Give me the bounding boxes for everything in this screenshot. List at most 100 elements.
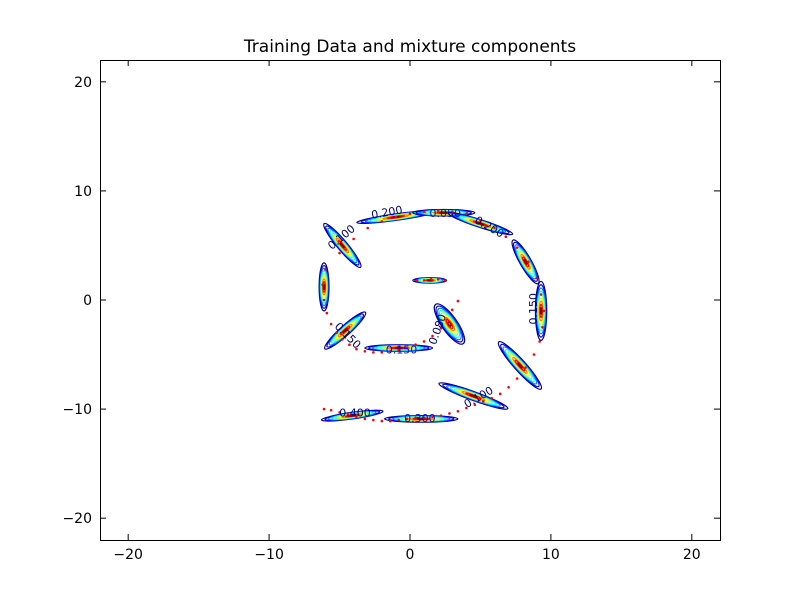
data-point-a-1 <box>329 408 333 412</box>
data-point-b-2 <box>325 311 329 315</box>
data-point-a-42 <box>380 220 384 223</box>
data-point-a-21 <box>498 392 502 396</box>
data-point-a-36 <box>465 212 468 216</box>
data-point-b-4 <box>335 331 339 335</box>
contour-level-7 <box>539 303 543 319</box>
contour-level-8 <box>416 417 426 421</box>
data-point-b-10 <box>380 351 384 354</box>
data-point-b-6 <box>348 343 351 347</box>
contour-level-8 <box>348 414 357 417</box>
plot-frame <box>100 60 721 541</box>
data-point-b-9 <box>372 351 375 354</box>
contour-level-8 <box>468 393 478 399</box>
component-9 <box>384 415 459 423</box>
contour-label-4: 0.150 <box>527 293 540 325</box>
component-5 <box>511 239 540 285</box>
contour-level-6 <box>520 253 531 270</box>
contour-level-3 <box>438 309 461 339</box>
contour-level-5 <box>509 354 531 377</box>
data-point-c-3 <box>436 277 440 281</box>
data-point-a-13 <box>431 415 434 419</box>
data-point-a-46 <box>324 268 327 271</box>
contour-level-8 <box>476 221 485 226</box>
data-point-b-20 <box>456 299 460 303</box>
data-point-b-8 <box>363 349 367 353</box>
data-point-c-1 <box>422 279 426 282</box>
data-point-a-29 <box>539 293 543 296</box>
data-point-b-7 <box>355 347 358 351</box>
data-point-a-17 <box>465 406 468 410</box>
x-tick-label-2: 0 <box>406 547 415 563</box>
data-point-a-27 <box>541 325 544 329</box>
contour-level-5 <box>518 251 533 273</box>
data-point-a-41 <box>394 215 398 219</box>
data-points <box>321 209 546 423</box>
data-point-b-1 <box>322 298 326 302</box>
data-point-a-34 <box>493 226 496 230</box>
data-point-a-8 <box>388 419 392 423</box>
contour-level-3 <box>504 348 535 382</box>
data-point-a-30 <box>535 276 539 280</box>
data-point-b-14 <box>414 343 417 347</box>
contour-level-7 <box>514 359 526 372</box>
contour-level-0 <box>433 303 466 345</box>
data-point-b-5 <box>341 337 344 341</box>
contour-level-7 <box>521 256 530 268</box>
data-point-a-15 <box>448 412 451 415</box>
contour-level-2 <box>536 287 547 335</box>
data-point-a-11 <box>414 416 417 420</box>
x-tick-label-4: 20 <box>683 547 701 563</box>
x-tick-label-3: 10 <box>542 547 560 563</box>
component-3 <box>412 208 476 217</box>
data-point-b-18 <box>445 318 448 321</box>
component-8 <box>438 382 509 410</box>
y-tick-label-1: −10 <box>62 402 92 418</box>
data-point-c-4 <box>443 279 447 282</box>
x-tick-label-1: −10 <box>254 547 284 563</box>
data-point-b-17 <box>439 327 443 330</box>
data-point-a-4 <box>355 415 358 419</box>
data-point-a-18 <box>473 403 477 407</box>
contour-level-8 <box>523 258 528 265</box>
data-point-b-3 <box>329 322 333 326</box>
data-point-a-10 <box>405 417 409 421</box>
contour-level-1 <box>535 284 547 338</box>
contour-level-1 <box>435 305 464 343</box>
data-point-a-35 <box>479 219 482 222</box>
data-point-a-25 <box>532 353 536 356</box>
data-point-c-0 <box>415 279 419 282</box>
data-point-a-0 <box>322 407 326 411</box>
data-point-a-16 <box>456 409 460 413</box>
x-tick-label-0: −20 <box>113 547 143 563</box>
data-point-a-5 <box>363 417 367 421</box>
contour-level-8 <box>539 307 543 315</box>
contour-label-9: 0.150 <box>386 343 418 356</box>
contour-label-7: 0.400 <box>339 407 371 420</box>
data-point-a-45 <box>338 251 341 255</box>
contour-level-8 <box>339 242 346 249</box>
data-point-a-32 <box>515 246 519 249</box>
contour-level-4 <box>507 351 533 380</box>
axis-ticks: −20 −10 0 10 20 −20 −10 0 10 20 <box>62 60 720 563</box>
component-1 <box>323 222 362 269</box>
mixture-components <box>318 208 548 423</box>
data-point-a-14 <box>439 414 443 417</box>
y-tick-label-3: 10 <box>74 184 92 200</box>
data-point-a-31 <box>527 260 530 264</box>
data-point-a-12 <box>422 416 426 420</box>
contour-level-0 <box>534 280 548 341</box>
contour-level-6 <box>443 316 456 332</box>
data-point-b-19 <box>450 308 454 312</box>
data-point-b-15 <box>422 340 426 343</box>
contour-level-8 <box>322 283 326 291</box>
data-point-a-44 <box>352 237 355 241</box>
contour-level-0 <box>497 341 543 390</box>
y-tick-label-4: 20 <box>74 75 92 91</box>
data-point-b-11 <box>388 349 392 353</box>
contour-level-4 <box>517 249 534 275</box>
contour-level-2 <box>437 307 462 341</box>
data-point-b-0 <box>321 283 324 287</box>
contour-level-2 <box>502 346 538 385</box>
data-point-b-16 <box>431 334 434 338</box>
